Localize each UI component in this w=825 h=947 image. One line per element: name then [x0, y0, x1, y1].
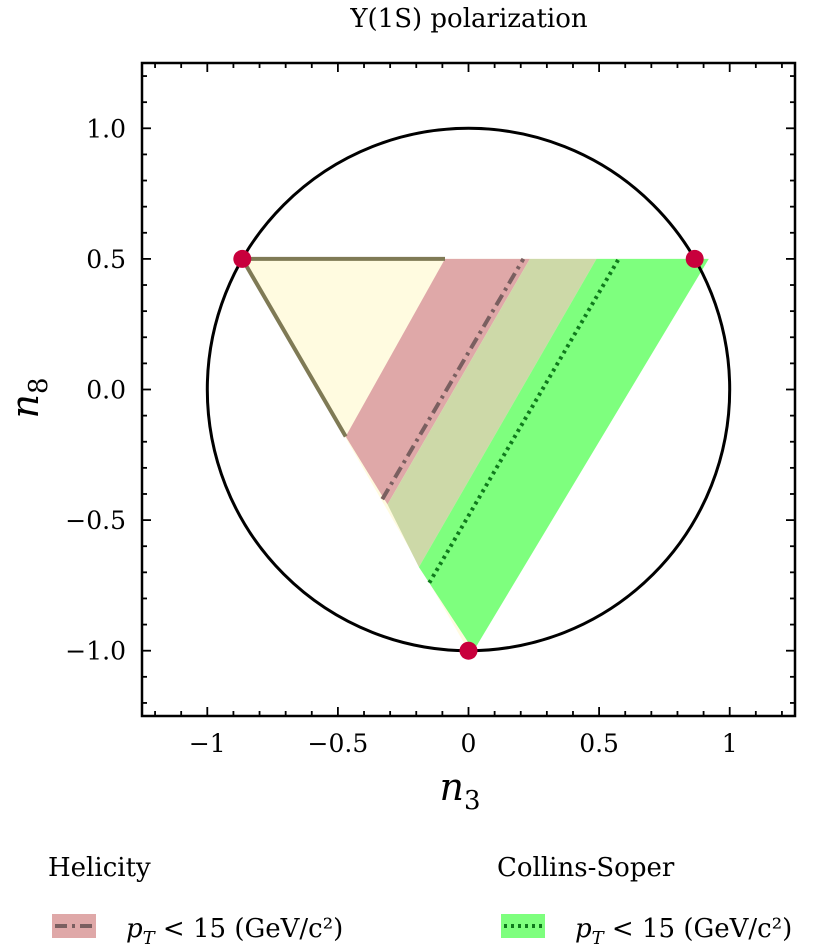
vertex-point-2	[459, 641, 478, 660]
plot-area	[205, 126, 732, 660]
legend-label-helicity: pT < 15 (GeV/c²)	[126, 914, 343, 947]
region-helicity-band	[345, 258, 530, 505]
legend-label-collins-soper: pT < 15 (GeV/c²)	[575, 914, 792, 947]
region-collins-soper-band	[418, 258, 709, 651]
plot-frame	[140, 61, 797, 718]
vertex-point-0	[233, 249, 252, 268]
legend-entry-collins-soper: pT < 15 (GeV/c²)	[501, 914, 792, 947]
legend-title-collins-soper: Collins-Soper	[497, 853, 675, 883]
y-tick-label: 0.5	[86, 245, 126, 274]
legend-entry-helicity: pT < 15 (GeV/c²)	[52, 914, 343, 947]
vertex-point-1	[685, 249, 704, 268]
y-axis-label: n8	[3, 377, 54, 418]
x-tick-label: 1	[722, 729, 738, 758]
series-line-helicity	[380, 257, 526, 501]
y-tick-label: −1.0	[65, 637, 126, 666]
y-tick-label: 0.0	[86, 376, 126, 405]
y-tick-label: 1.0	[86, 114, 126, 143]
boundary-triangle-edge-left	[240, 257, 348, 438]
x-tick-label: 0.5	[579, 729, 619, 758]
axis-ticks: −1 −0.5 0 0.5 1 −1.0 −0.5 0.0 0.5 1.0	[65, 63, 795, 758]
y-tick-label: −0.5	[65, 506, 126, 535]
x-tick-label: −1	[189, 729, 226, 758]
x-tick-label: −0.5	[308, 729, 369, 758]
x-axis-label: n3	[439, 765, 480, 816]
legend-swatch-collins-soper	[501, 914, 545, 938]
chart-title: Υ(1S) polarization	[349, 4, 588, 34]
region-overlap-band	[387, 258, 597, 568]
x-tick-label: 0	[461, 729, 477, 758]
legend-title-helicity: Helicity	[48, 853, 151, 883]
